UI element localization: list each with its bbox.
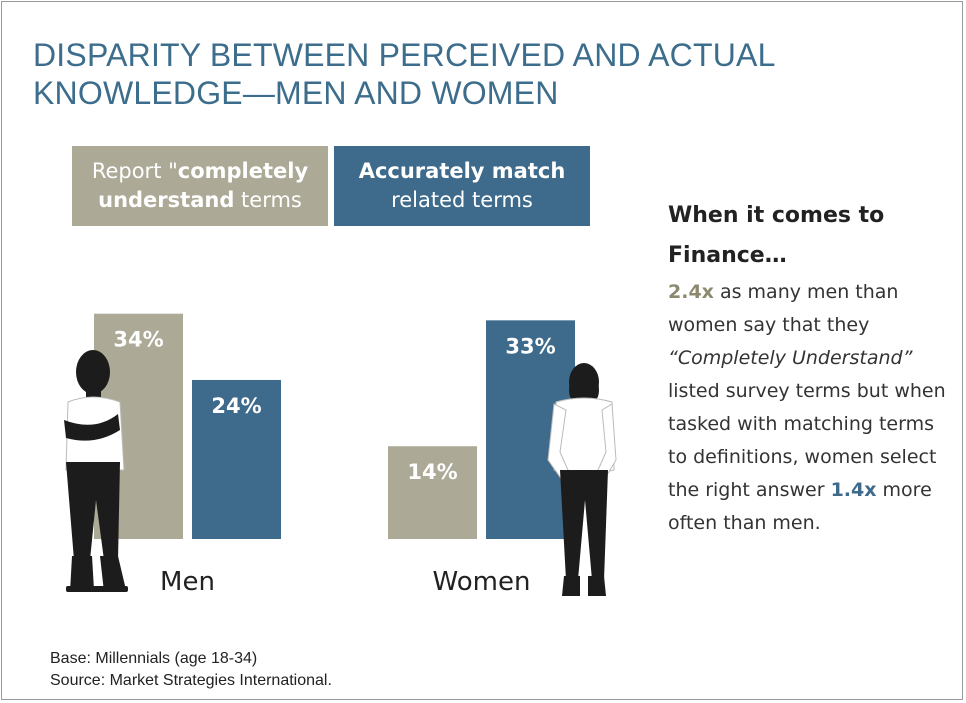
legend-match-text: Accurately match related terms bbox=[358, 159, 566, 212]
footnote-base: Base: Millennials (age 18-34) bbox=[50, 650, 258, 667]
bars-group: 34% 24% 14% 33% bbox=[94, 313, 575, 539]
legend-report: Report "completely understand terms bbox=[72, 146, 328, 226]
stat-women-multiplier: 1.4x bbox=[830, 479, 877, 501]
bar-men-match bbox=[192, 379, 281, 539]
legend-match: Accurately match related terms bbox=[334, 146, 590, 226]
footnote-source: Source: Market Strategies International. bbox=[50, 672, 332, 689]
data-label-men-report: 34% bbox=[113, 328, 163, 352]
data-label-women-match: 33% bbox=[505, 334, 555, 358]
data-label-men-match: 24% bbox=[211, 394, 261, 418]
category-label-women: Women bbox=[433, 567, 531, 597]
footnote: Base: Millennials (age 18-34) Source: Ma… bbox=[50, 648, 332, 692]
summary-heading: When it comes to Finance… bbox=[668, 203, 885, 268]
category-label-men: Men bbox=[160, 567, 215, 597]
man-silhouette-icon bbox=[64, 350, 128, 592]
woman-silhouette-icon bbox=[547, 363, 617, 596]
finance-summary: When it comes to Finance… 2.4x as many me… bbox=[668, 196, 948, 540]
data-label-women-report: 14% bbox=[407, 460, 457, 484]
summary-body: 2.4x as many men than women say that the… bbox=[668, 281, 946, 534]
stat-men-multiplier: 2.4x bbox=[668, 281, 714, 303]
legend-report-text: Report "completely understand terms bbox=[91, 159, 309, 212]
bar-women-report bbox=[388, 446, 477, 539]
chart-title: DISPARITY BETWEEN PERCEIVED AND ACTUAL K… bbox=[33, 37, 775, 111]
